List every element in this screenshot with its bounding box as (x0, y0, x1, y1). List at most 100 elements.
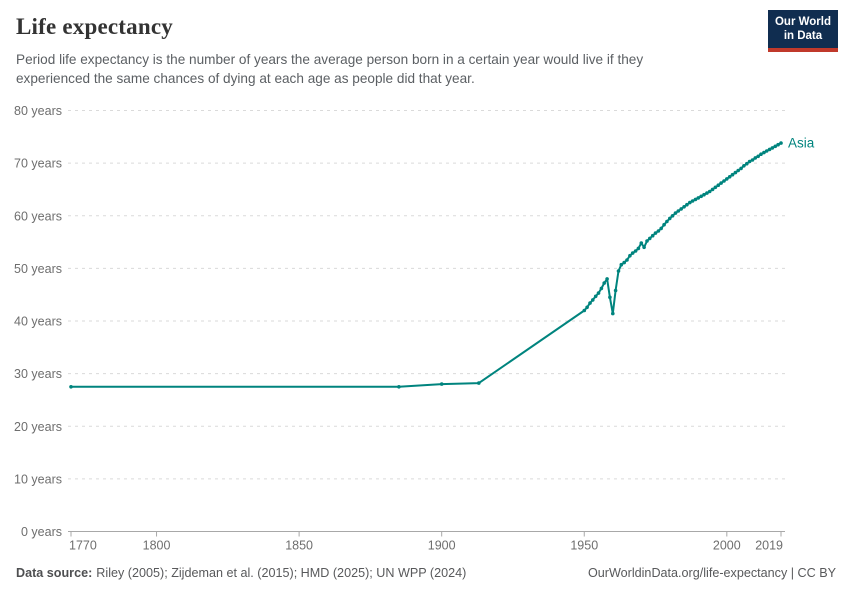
data-point (585, 305, 589, 310)
footer-link[interactable]: OurWorldinData.org/life-expectancy | CC … (587, 566, 836, 580)
series-label-asia[interactable]: Asia (788, 136, 815, 151)
owid-logo[interactable]: Our World in Data (767, 10, 838, 52)
data-point (69, 385, 73, 389)
data-point (707, 189, 712, 194)
owid-logo-line1: Our World (774, 16, 831, 28)
page-title: Life expectancy (16, 14, 173, 39)
data-point (699, 194, 703, 199)
data-point (653, 231, 658, 235)
data-point (622, 260, 626, 265)
data-point (630, 251, 635, 255)
data-point (739, 166, 743, 171)
data-point (591, 298, 595, 302)
data-point (727, 175, 732, 179)
data-point (665, 219, 669, 224)
data-point (596, 291, 601, 295)
data-point (636, 246, 641, 251)
y-axis-label: 70 years (14, 157, 62, 171)
y-axis-label: 0 years (21, 525, 62, 539)
data-point (656, 229, 661, 233)
data-point (613, 288, 618, 293)
x-axis-label: 1770 (69, 539, 97, 553)
data-point (776, 142, 780, 147)
data-point (719, 181, 723, 185)
series-line-asia[interactable] (70, 142, 782, 388)
chart-footer: Data source: Riley (2005); Zijdeman et al… (16, 566, 836, 580)
data-point (779, 141, 783, 145)
y-axis-label: 30 years (14, 367, 62, 381)
x-axis-label: 1850 (285, 539, 313, 553)
data-source: Data source: Riley (2005); Zijdeman et al… (16, 566, 466, 580)
owid-logo-line2: in Data (783, 29, 823, 42)
data-point (736, 168, 740, 173)
data-point (611, 311, 615, 316)
data-point (764, 149, 769, 153)
data-source-text: Riley (2005); Zijdeman et al. (2015); HM… (96, 566, 467, 580)
data-point (679, 207, 683, 211)
data-point (673, 211, 678, 215)
data-point (682, 205, 686, 209)
data-point (705, 191, 709, 195)
data-point (710, 187, 715, 192)
data-point (602, 281, 606, 285)
data-point (639, 241, 644, 245)
line-chart-canvas: 0 years 10 years 20 years 30 years 40 years 5… (14, 104, 815, 553)
data-point (625, 258, 629, 262)
data-point (770, 146, 775, 150)
data-point (668, 216, 672, 221)
data-point (397, 385, 401, 389)
data-point (628, 253, 632, 258)
data-point (659, 226, 663, 231)
data-point (722, 179, 726, 183)
data-point (713, 185, 718, 190)
data-point (477, 381, 481, 385)
data-point (633, 249, 638, 253)
y-axis-label: 80 years (14, 104, 62, 118)
data-point (619, 262, 624, 267)
data-point (608, 295, 612, 300)
data-point (599, 286, 604, 291)
y-axis-label: 10 years (14, 472, 62, 486)
data-point (756, 154, 760, 159)
data-point (685, 202, 689, 207)
data-point (662, 222, 666, 227)
data-point (725, 177, 729, 181)
data-point (750, 158, 755, 162)
data-point (702, 192, 706, 197)
data-point (759, 152, 763, 156)
data-point (773, 144, 778, 149)
data-point (642, 245, 646, 250)
x-axis-label: 1950 (570, 539, 598, 553)
data-point (745, 161, 749, 166)
y-axis-label: 50 years (14, 262, 62, 276)
data-point (730, 172, 735, 177)
data-point (593, 294, 598, 299)
data-point (676, 209, 681, 213)
data-point (588, 301, 592, 305)
data-point (616, 269, 621, 273)
data-point (767, 147, 772, 152)
x-axis-label: 1900 (428, 539, 456, 553)
y-axis-label: 20 years (14, 420, 62, 434)
data-point (690, 199, 695, 203)
data-point (693, 197, 698, 202)
data-point (648, 236, 652, 241)
data-point (747, 159, 752, 164)
data-point (696, 196, 701, 200)
x-axis-label: 2019 (755, 539, 783, 553)
chart-header: Life expectancy Period life expectancy i… (16, 14, 756, 88)
data-point (716, 183, 721, 187)
data-point (670, 214, 675, 218)
data-point (733, 170, 738, 175)
data-point (762, 150, 766, 155)
y-axis-label: 60 years (14, 209, 62, 223)
data-point (439, 382, 444, 386)
data-point (742, 164, 746, 168)
chart-subtitle: Period life expectancy is the number of … (16, 52, 644, 86)
data-point (645, 239, 649, 243)
x-axis-label: 2000 (713, 539, 741, 553)
data-point (650, 233, 655, 238)
data-point (753, 156, 758, 160)
y-axis-label: 40 years (14, 315, 62, 329)
data-point (605, 277, 609, 281)
